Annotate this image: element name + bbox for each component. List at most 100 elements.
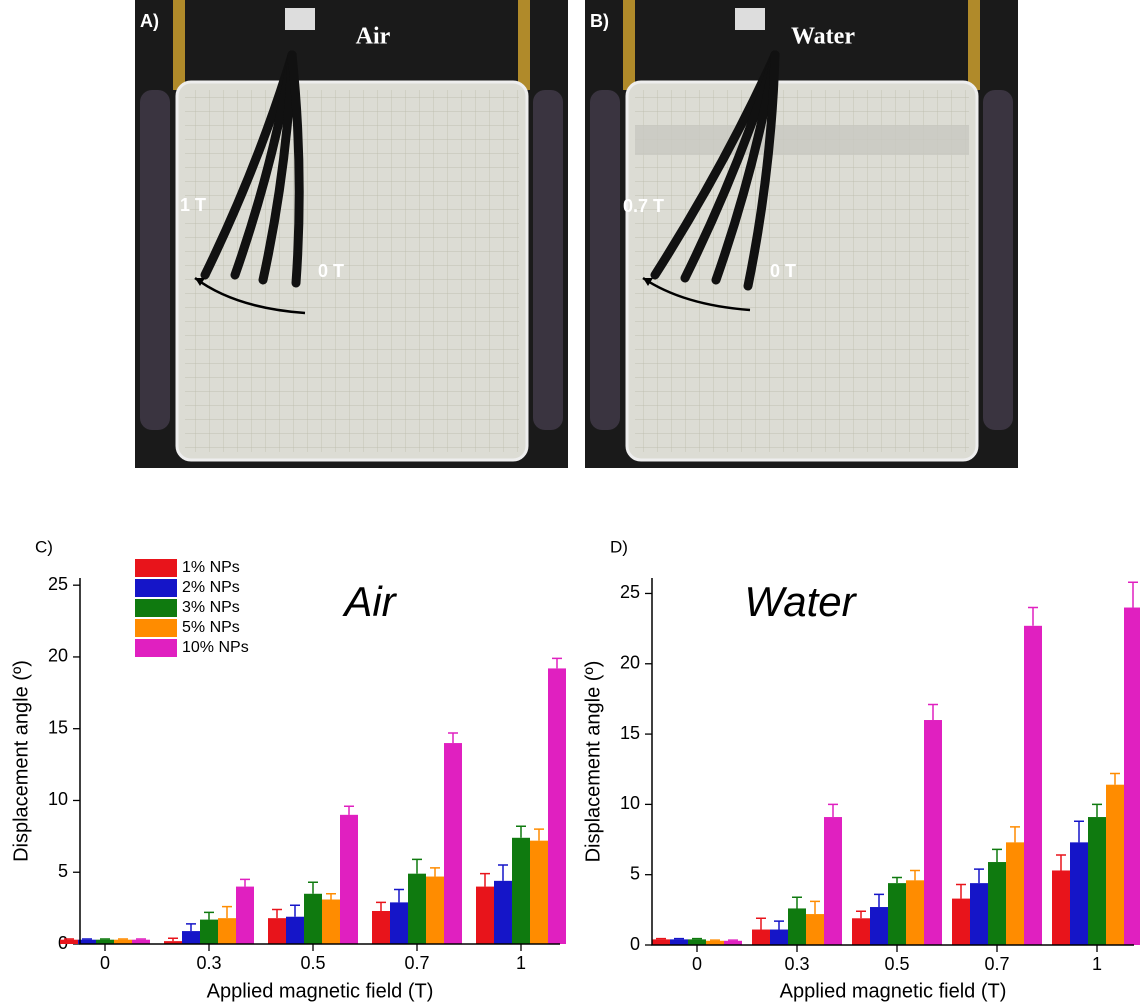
error-bar	[892, 876, 902, 884]
error-bar	[186, 923, 196, 932]
bar	[1124, 607, 1140, 945]
bar	[512, 837, 530, 944]
photo-title: Water	[791, 24, 855, 50]
x-tick-label: 1	[1092, 954, 1102, 974]
error-bar	[1128, 581, 1138, 608]
bar	[548, 668, 566, 944]
bar	[372, 910, 390, 944]
bar	[218, 918, 236, 944]
error-bar	[1028, 606, 1038, 626]
bar	[988, 862, 1006, 945]
error-bar	[82, 938, 92, 940]
bar	[476, 886, 494, 944]
y-tick-label: 10	[48, 789, 68, 809]
y-tick-label: 25	[48, 574, 68, 594]
legend-label: 1% NPs	[182, 559, 240, 576]
legend-label: 3% NPs	[182, 599, 240, 616]
legend-swatch	[135, 619, 177, 637]
error-bar	[240, 878, 250, 887]
error-bar	[204, 911, 214, 920]
magnet	[590, 90, 620, 430]
legend-swatch	[135, 579, 177, 597]
bar	[788, 908, 806, 945]
arrow	[642, 276, 751, 312]
y-tick-label: 25	[620, 582, 640, 602]
bar	[304, 893, 322, 944]
bar	[970, 883, 988, 945]
water-line	[635, 125, 969, 155]
bar	[390, 902, 408, 944]
x-tick-label: 0.7	[404, 953, 429, 973]
error-bar	[1110, 772, 1120, 785]
error-bar	[828, 803, 838, 818]
error-bar	[692, 937, 702, 940]
bar	[78, 939, 96, 944]
error-bar	[674, 937, 684, 940]
x-tick-label: 0.7	[984, 954, 1009, 974]
error-bar	[64, 938, 74, 940]
error-bar	[710, 939, 720, 941]
x-tick-label: 0.5	[884, 954, 909, 974]
bar	[706, 940, 724, 945]
fitting	[968, 0, 980, 90]
legend-label: 5% NPs	[182, 619, 240, 636]
error-bar	[448, 732, 458, 744]
bar	[652, 939, 670, 945]
x-axis-label: Applied magnetic field (T)	[780, 980, 1007, 1002]
bar	[1052, 870, 1070, 945]
arrow-head	[195, 278, 205, 286]
error-bar	[874, 893, 884, 908]
photo-title: Air	[356, 24, 391, 50]
panel-label: A)	[140, 11, 159, 31]
error-bar	[412, 858, 422, 874]
bar	[824, 817, 842, 945]
bar	[952, 898, 970, 945]
error-bar	[656, 937, 666, 940]
error-bar	[1092, 803, 1102, 818]
panel-label: C)	[35, 537, 53, 556]
bar	[888, 883, 906, 945]
bar	[236, 886, 254, 944]
magnet	[140, 90, 170, 430]
bar	[852, 918, 870, 945]
panel-label: D)	[610, 537, 628, 556]
y-tick-label: 0	[630, 934, 640, 954]
bar	[724, 940, 742, 945]
legend-label: 2% NPs	[182, 579, 240, 596]
bar	[906, 880, 924, 945]
error-bar	[928, 703, 938, 721]
bar	[530, 840, 548, 944]
error-bar	[344, 805, 354, 815]
chart-title: Water	[744, 578, 857, 625]
bar	[164, 941, 182, 944]
strip	[743, 50, 780, 291]
error-bar	[756, 917, 766, 930]
error-bar	[974, 868, 984, 884]
error-bar	[956, 883, 966, 899]
error-bar	[222, 905, 232, 919]
x-axis-label: Applied magnetic field (T)	[207, 980, 434, 1002]
x-tick-label: 0.5	[300, 953, 325, 973]
bar	[132, 939, 150, 944]
error-bar	[792, 896, 802, 909]
axes	[79, 578, 560, 945]
error-bar	[1074, 820, 1084, 843]
error-bar	[290, 904, 300, 917]
error-bar	[272, 908, 282, 919]
error-bar	[430, 867, 440, 877]
fitting	[518, 0, 530, 90]
y-tick-label: 20	[620, 653, 640, 673]
x-tick-label: 1	[516, 953, 526, 973]
field-label: 0 T	[770, 261, 796, 281]
y-axis-label: Displacement angle (º)	[10, 660, 32, 862]
bar	[114, 939, 132, 944]
bar	[1106, 784, 1124, 945]
legend-swatch	[135, 559, 177, 577]
panel-label: B)	[590, 11, 609, 31]
magnet	[983, 90, 1013, 430]
error-bar	[728, 939, 738, 941]
error-bar	[774, 920, 784, 930]
error-bar	[856, 910, 866, 919]
legend-swatch	[135, 599, 177, 617]
